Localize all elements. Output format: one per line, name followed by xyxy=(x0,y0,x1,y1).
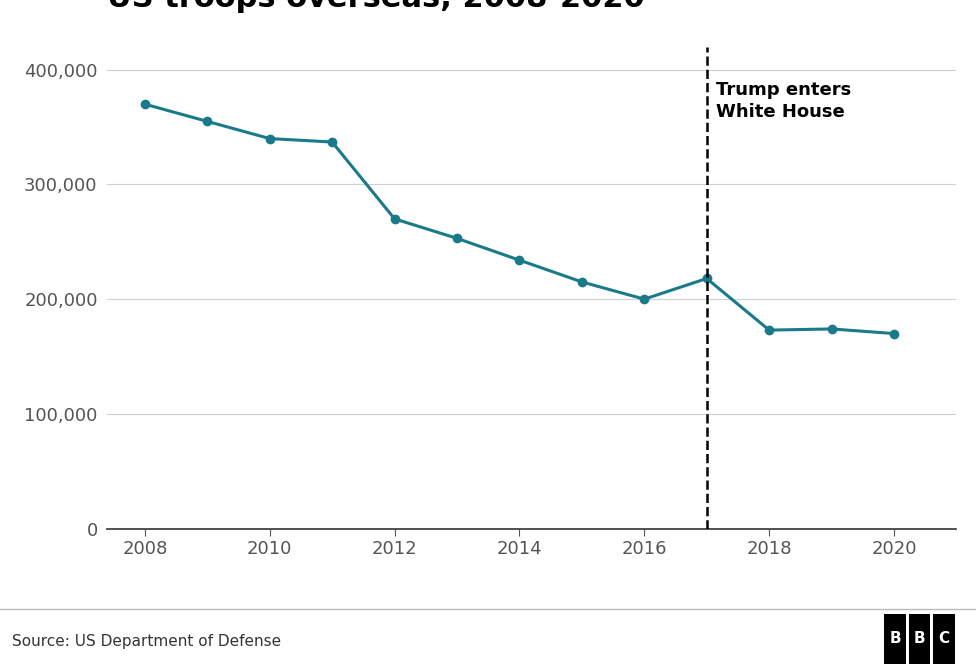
Text: Trump enters
White House: Trump enters White House xyxy=(716,81,851,122)
FancyBboxPatch shape xyxy=(933,613,955,664)
Text: Source: US Department of Defense: Source: US Department of Defense xyxy=(12,634,281,650)
FancyBboxPatch shape xyxy=(909,613,930,664)
Text: US troops overseas, 2008-2020: US troops overseas, 2008-2020 xyxy=(107,0,645,13)
Text: C: C xyxy=(938,632,950,646)
FancyBboxPatch shape xyxy=(884,613,906,664)
Text: B: B xyxy=(889,632,901,646)
Text: B: B xyxy=(914,632,925,646)
